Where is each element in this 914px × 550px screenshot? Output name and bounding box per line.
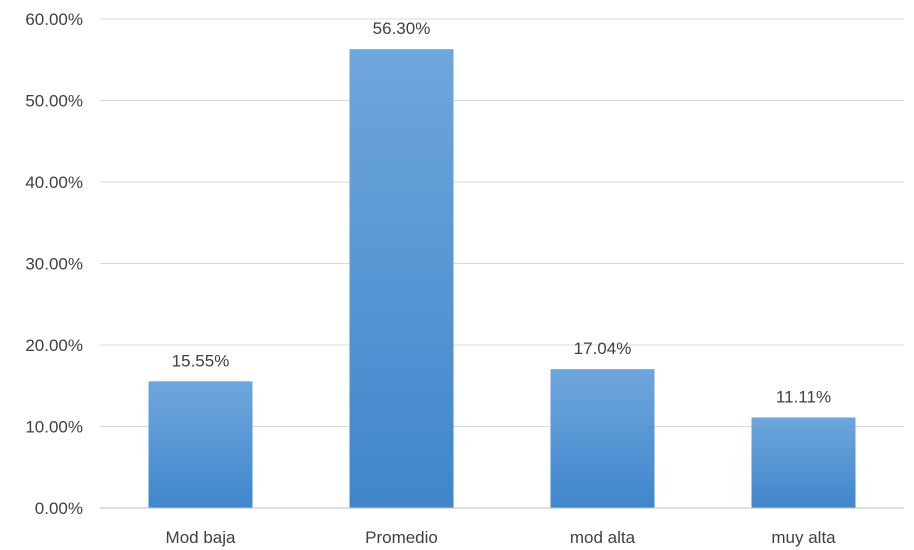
y-tick-label: 50.00% (25, 92, 83, 111)
data-label: 17.04% (574, 339, 632, 358)
x-tick-label: Mod baja (166, 528, 236, 547)
bars (148, 49, 856, 508)
data-label: 15.55% (172, 351, 230, 370)
bar (550, 369, 655, 508)
y-tick-label: 30.00% (25, 255, 83, 274)
y-tick-label: 20.00% (25, 336, 83, 355)
x-tick-label: mod alta (570, 528, 636, 547)
y-axis-tick-labels: 0.00% 10.00% 20.00% 30.00% 40.00% 50.00% 60.00… (25, 10, 83, 518)
y-tick-label: 0.00% (35, 499, 83, 518)
y-tick-label: 10.00% (25, 418, 83, 437)
x-axis-tick-labels: Mod baja Promedio mod alta muy alta (166, 528, 837, 547)
y-tick-label: 60.00% (25, 10, 83, 29)
data-labels: 15.55% 56.30% 17.04% 11.11% (172, 19, 831, 406)
bar (148, 381, 253, 508)
bar (751, 417, 856, 508)
bar (349, 49, 454, 508)
x-tick-label: Promedio (365, 528, 438, 547)
data-label: 11.11% (776, 387, 831, 406)
x-tick-label: muy alta (771, 528, 836, 547)
data-label: 56.30% (373, 19, 431, 38)
y-tick-label: 40.00% (25, 173, 83, 192)
